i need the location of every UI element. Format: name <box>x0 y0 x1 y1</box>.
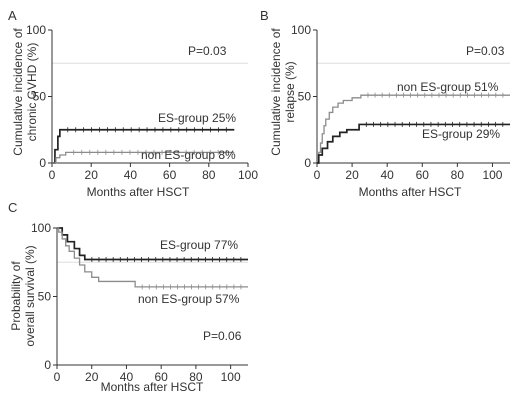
panel-c-x-tick-label: 0 <box>54 370 61 384</box>
panel-b-x-tick-label: 20 <box>345 168 359 182</box>
panel-c-y-tick-label: 50 <box>38 290 52 304</box>
panel-b-x-axis-title: Months after HSCT <box>359 185 462 199</box>
panel-c-non-es-group-line <box>57 227 248 288</box>
panel-a-y-axis-title-line1: Cumulative incidence of <box>11 28 25 156</box>
panel-a-y-tick-label: 50 <box>33 90 47 104</box>
panel-c-y-tick-label: 0 <box>44 358 51 372</box>
panel-c-x-tick-label: 80 <box>189 370 203 384</box>
panel-c-x-axis-title: Months after HSCT <box>101 380 204 394</box>
panel-b-axes <box>313 29 510 167</box>
panel-b-y-tick-label: 0 <box>304 156 311 170</box>
panel-c-series <box>57 227 248 290</box>
panel-a-x-axis-title: Months after HSCT <box>87 185 190 199</box>
panel-b-es-group-label: ES-group 29% <box>422 127 500 141</box>
panel-a-y-axis-title-line2: chronic GVHD (%) <box>25 43 39 142</box>
panel-a-x-tick-label: 20 <box>85 168 99 182</box>
panel-c-x-tick-label: 20 <box>85 370 99 384</box>
panel-a-x-tick-label: 0 <box>49 168 56 182</box>
panel-b: B 0 50 100 0 20 40 60 80 100 Months afte… <box>260 8 510 199</box>
panel-c-y-axis-title-line2: overall survival (%) <box>23 245 37 346</box>
panel-a-x-tick-label: 40 <box>124 168 138 182</box>
panel-b-x-tick-label: 0 <box>314 168 321 182</box>
panel-b-p-value: P=0.03 <box>466 44 505 58</box>
panel-b-es-group-line <box>317 123 510 164</box>
panel-c-axes <box>53 227 248 369</box>
panel-b-y-axis-title-line2: relapse (%) <box>283 61 297 122</box>
panel-a-non-es-group-label: non ES-group 8% <box>141 148 236 162</box>
panel-c-x-tick-label: 60 <box>155 370 169 384</box>
panel-a-es-group-label: ES-group 25% <box>158 111 236 125</box>
panel-a-series <box>52 127 235 164</box>
panel-b-x-tick-label: 80 <box>451 168 465 182</box>
panel-a-es-group-line <box>52 128 235 164</box>
panel-b-series <box>317 92 510 164</box>
panel-a-non-es-group-line <box>52 151 235 164</box>
panel-a-x-tick-label: 80 <box>202 168 216 182</box>
panel-a-y-tick-label: 100 <box>26 23 46 37</box>
panel-c: C 0 50 100 0 20 40 60 80 100 Months afte… <box>8 200 248 394</box>
panel-b-non-es-group-label: non ES-group 51% <box>397 80 499 94</box>
panel-c-x-tick-label: 100 <box>221 370 241 384</box>
panel-c-letter: C <box>8 200 17 215</box>
panel-a-axes <box>48 29 249 167</box>
panel-c-x-tick-label: 40 <box>120 370 134 384</box>
panel-b-x-tick-label: 60 <box>416 168 430 182</box>
panel-c-es-group-label: ES-group 77% <box>160 238 238 252</box>
panel-a-y-tick-label: 0 <box>39 156 46 170</box>
panel-c-non-es-group-label: non ES-group 57% <box>138 292 240 306</box>
panel-c-y-tick-label: 100 <box>31 221 51 235</box>
panel-a-letter: A <box>8 8 17 23</box>
panel-a-x-tick-label: 100 <box>238 168 258 182</box>
panel-b-x-tick-label: 100 <box>482 168 502 182</box>
panel-a: A 0 50 100 0 20 40 60 80 100 Months afte… <box>8 8 258 199</box>
panel-c-y-axis-title-line1: Probability of <box>9 261 23 331</box>
panel-b-y-axis-title-line1: Cumulative incidence of <box>269 28 283 156</box>
panel-b-letter: B <box>260 8 269 23</box>
panel-b-y-tick-label: 50 <box>298 90 312 104</box>
panel-c-p-value: P=0.06 <box>203 329 242 343</box>
panel-a-p-value: P=0.03 <box>188 44 227 58</box>
panel-b-y-tick-label: 100 <box>291 23 311 37</box>
panel-a-x-tick-label: 60 <box>163 168 177 182</box>
panel-b-x-tick-label: 40 <box>381 168 395 182</box>
panel-b-non-es-group-line <box>317 94 510 164</box>
